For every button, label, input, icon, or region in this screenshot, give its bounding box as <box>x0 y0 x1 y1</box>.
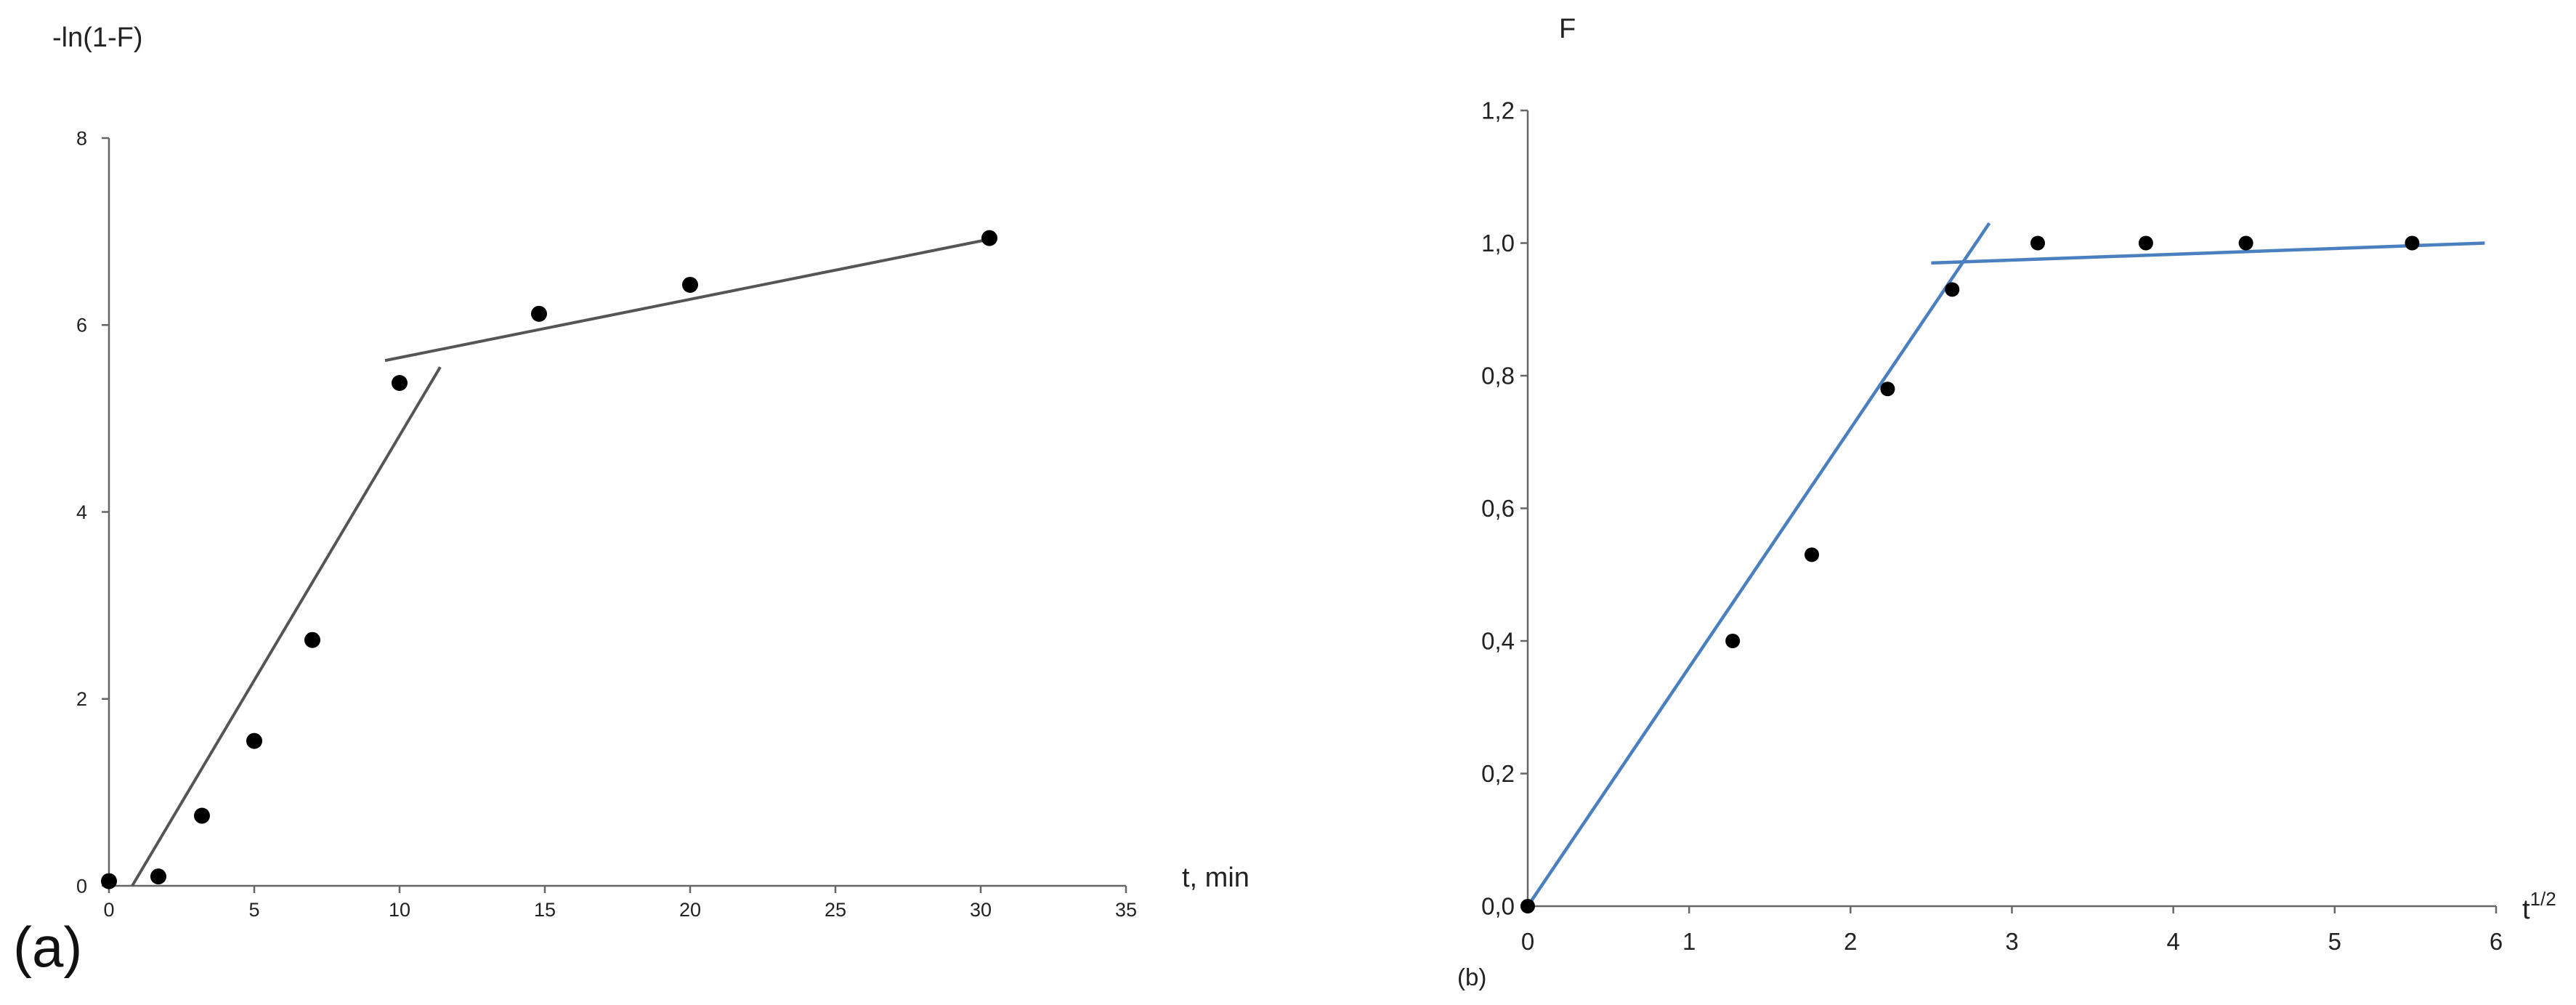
chart-a-x-label: t, min <box>1182 863 1249 893</box>
a-x-tick-label: 15 <box>534 899 556 921</box>
a-point-3 <box>194 807 210 824</box>
chart-a-panel-label: (a) <box>13 915 82 979</box>
chart-b-x-label-base: t <box>2522 895 2530 925</box>
a-y-tick-label: 6 <box>76 315 87 336</box>
a-point-8 <box>682 276 698 293</box>
a-x-tick-label: 5 <box>248 899 259 921</box>
chart-a-y-label: -ln(1-F) <box>52 23 143 53</box>
b-x-tick-label: 1 <box>1682 928 1696 955</box>
b-y-tick-label: 0,0 <box>1481 893 1515 920</box>
a-x-tick-label: 35 <box>1115 899 1137 921</box>
a-x-tick-label: 0 <box>103 899 114 921</box>
b-point-8 <box>2238 235 2253 251</box>
chart-b-y-label: F <box>1559 14 1576 44</box>
chart-b-fit-lines <box>1526 222 2485 908</box>
a-fit-line-2 <box>384 236 996 363</box>
b-point-6 <box>2030 235 2046 251</box>
chart-b-panel-label: (b) <box>1457 964 1486 990</box>
chart-a: 0 2 4 6 8 0 5 10 15 20 25 30 35 -ln(1-F) t, min (a) <box>13 23 1249 979</box>
b-x-tick-label: 0 <box>1521 928 1534 955</box>
chart-b-x-label: t1/2 <box>2522 888 2556 925</box>
b-point-5 <box>1945 282 1960 297</box>
chart-a-points <box>101 230 997 889</box>
b-y-tick-label: 0,6 <box>1481 495 1515 522</box>
a-fit-line-1 <box>131 366 442 887</box>
b-y-tick-label: 0,4 <box>1481 628 1515 655</box>
a-y-tick-label: 4 <box>76 501 87 523</box>
chart-b-y-ticks: 0,0 0,2 0,4 0,6 0,8 1,0 1,2 <box>1481 97 1528 920</box>
a-x-tick-label: 20 <box>679 899 701 921</box>
chart-a-fit-lines <box>131 236 996 887</box>
chart-b: 0,0 0,2 0,4 0,6 0,8 1,0 1,2 0 1 2 3 4 5 6 F t1/2 (b) <box>1457 14 2556 990</box>
b-fit-line-2 <box>1931 241 2485 265</box>
b-x-tick-label: 6 <box>2490 928 2503 955</box>
a-x-tick-label: 10 <box>389 899 410 921</box>
a-point-9 <box>981 230 997 246</box>
a-y-tick-label: 0 <box>76 875 87 897</box>
b-x-tick-label: 2 <box>1844 928 1857 955</box>
b-x-tick-label: 5 <box>2328 928 2341 955</box>
chart-b-points <box>1520 235 2420 913</box>
b-y-tick-label: 0,2 <box>1481 760 1515 787</box>
b-point-7 <box>2138 235 2153 251</box>
a-y-tick-label: 2 <box>76 688 87 710</box>
b-point-4 <box>1880 382 1895 397</box>
b-y-tick-label: 1,0 <box>1481 230 1515 257</box>
a-x-tick-label: 30 <box>970 899 992 921</box>
a-point-6 <box>392 374 408 391</box>
b-y-tick-label: 1,2 <box>1481 97 1515 124</box>
b-point-1 <box>1520 899 1535 913</box>
b-x-tick-label: 3 <box>2005 928 2018 955</box>
a-point-7 <box>531 305 547 322</box>
b-point-3 <box>1805 547 1820 562</box>
a-point-1 <box>101 873 117 889</box>
a-point-5 <box>304 631 320 648</box>
a-y-tick-label: 8 <box>76 127 87 149</box>
a-point-4 <box>246 732 262 749</box>
chart-b-x-label-sup: 1/2 <box>2530 888 2556 910</box>
a-point-2 <box>150 868 166 885</box>
b-x-tick-label: 4 <box>2166 928 2179 955</box>
chart-b-x-ticks: 0 1 2 3 4 5 6 <box>1521 906 2503 955</box>
b-fit-line-1 <box>1526 222 1991 908</box>
b-point-9 <box>2405 235 2420 251</box>
b-y-tick-label: 0,8 <box>1481 363 1515 390</box>
b-point-2 <box>1725 634 1741 648</box>
chart-a-x-ticks: 0 5 10 15 20 25 30 35 <box>103 886 1137 921</box>
a-x-tick-label: 25 <box>825 899 846 921</box>
chart-a-y-ticks: 0 2 4 6 8 <box>76 127 109 897</box>
